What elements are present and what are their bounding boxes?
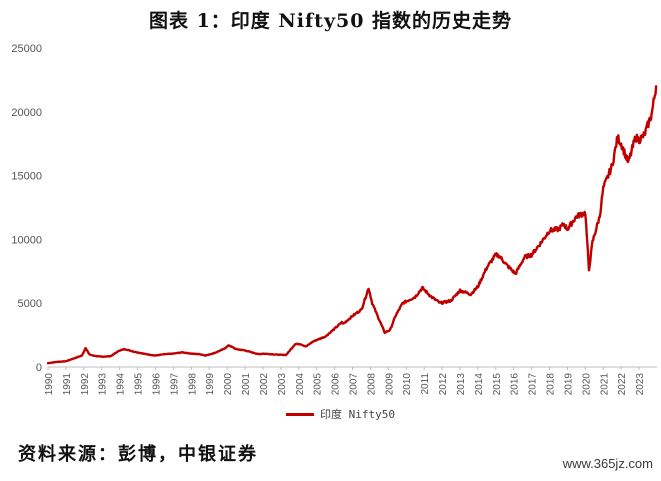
x-tick-label: 2008 (366, 373, 377, 396)
legend: 印度 Nifty50 (286, 406, 395, 422)
x-tick-label: 2000 (223, 373, 234, 396)
x-tick-label: 2003 (277, 373, 288, 396)
legend-swatch (286, 412, 314, 416)
x-axis-labels: 1990 1991 1992 1993 1994 1995 1996 1997 1998 1999… (44, 373, 646, 396)
y-tick-label: 0 (36, 362, 42, 374)
x-tick-label: 2001 (241, 373, 252, 396)
x-tick-label: 2009 (384, 373, 395, 396)
x-tick-label: 1994 (116, 373, 127, 396)
x-tick-label: 2002 (259, 373, 270, 396)
x-tick-label: 2004 (295, 373, 306, 396)
x-tick-label: 2006 (331, 373, 342, 396)
x-axis-ticks (47, 367, 640, 370)
x-tick-label: 1990 (44, 373, 55, 396)
x-tick-label: 1995 (134, 373, 145, 396)
x-tick-label: 2020 (581, 373, 592, 396)
y-axis-labels: 0 5000 10000 15000 20000 25000 (11, 43, 42, 374)
x-tick-label: 1993 (98, 373, 109, 396)
x-tick-label: 2017 (528, 373, 539, 396)
x-tick-label: 1998 (187, 373, 198, 396)
x-tick-label: 2022 (617, 373, 628, 396)
y-tick-label: 5000 (18, 298, 42, 310)
legend-label: 印度 Nifty50 (320, 408, 395, 421)
x-tick-label: 2007 (349, 373, 360, 396)
x-tick-label: 1992 (80, 373, 91, 396)
x-tick-label: 2018 (546, 373, 557, 396)
chart-title: 图表 1：印度 Nifty50 指数的历史走势 (148, 10, 513, 32)
x-tick-label: 1991 (62, 373, 73, 396)
x-tick-label: 2010 (402, 373, 413, 396)
x-tick-label: 1997 (169, 373, 180, 396)
x-tick-label: 1996 (151, 373, 162, 396)
x-tick-label: 2021 (599, 373, 610, 396)
x-tick-label: 2016 (510, 373, 521, 396)
x-tick-label: 2012 (438, 373, 449, 396)
nifty50-series-line (46, 85, 658, 365)
x-tick-label: 2005 (313, 373, 324, 396)
x-tick-label: 2023 (635, 373, 646, 396)
y-tick-label: 15000 (11, 171, 42, 183)
y-tick-label: 10000 (11, 234, 42, 246)
x-tick-label: 2015 (492, 373, 503, 396)
x-tick-label: 2014 (474, 373, 485, 396)
x-tick-label: 2019 (563, 373, 574, 396)
x-tick-label: 2011 (420, 373, 431, 395)
source-note: 资料来源：彭博，中银证券 (18, 444, 258, 465)
watermark: www.365jz.com (562, 456, 653, 471)
x-tick-label: 1999 (205, 373, 216, 396)
x-tick-label: 2013 (456, 373, 467, 396)
y-tick-label: 25000 (11, 43, 42, 55)
y-tick-label: 20000 (11, 107, 42, 119)
